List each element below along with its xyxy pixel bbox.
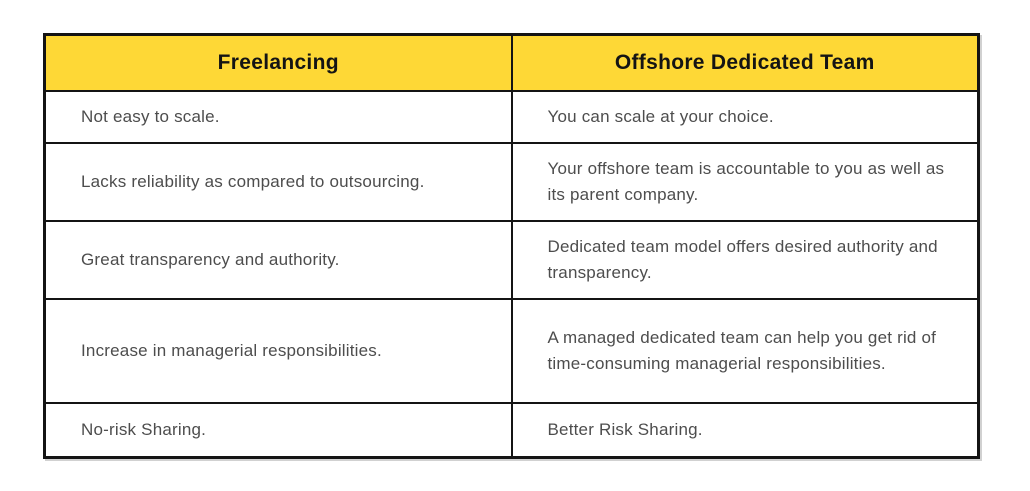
freelancing-cell: Increase in managerial responsibilities.	[43, 297, 513, 404]
table-header-row: Freelancing Offshore Dedicated Team	[43, 33, 980, 92]
table-row: Great transparency and authority. Dedica…	[43, 219, 980, 300]
table-row: Lacks reliability as compared to outsour…	[43, 141, 980, 222]
freelancing-cell: Not easy to scale.	[43, 89, 513, 144]
offshore-cell: Your offshore team is accountable to you…	[510, 141, 980, 222]
table-row: No-risk Sharing. Better Risk Sharing.	[43, 401, 980, 459]
freelancing-cell: No-risk Sharing.	[43, 401, 513, 459]
freelancing-cell: Lacks reliability as compared to outsour…	[43, 141, 513, 222]
table-row: Increase in managerial responsibilities.…	[43, 297, 980, 404]
offshore-cell: You can scale at your choice.	[510, 89, 980, 144]
table-row: Not easy to scale. You can scale at your…	[43, 89, 980, 144]
comparison-table: Freelancing Offshore Dedicated Team Not …	[43, 33, 980, 459]
freelancing-cell: Great transparency and authority.	[43, 219, 513, 300]
offshore-cell: Better Risk Sharing.	[510, 401, 980, 459]
offshore-cell: A managed dedicated team can help you ge…	[510, 297, 980, 404]
column-header-offshore-dedicated-team: Offshore Dedicated Team	[510, 33, 980, 92]
column-header-freelancing: Freelancing	[43, 33, 513, 92]
offshore-cell: Dedicated team model offers desired auth…	[510, 219, 980, 300]
